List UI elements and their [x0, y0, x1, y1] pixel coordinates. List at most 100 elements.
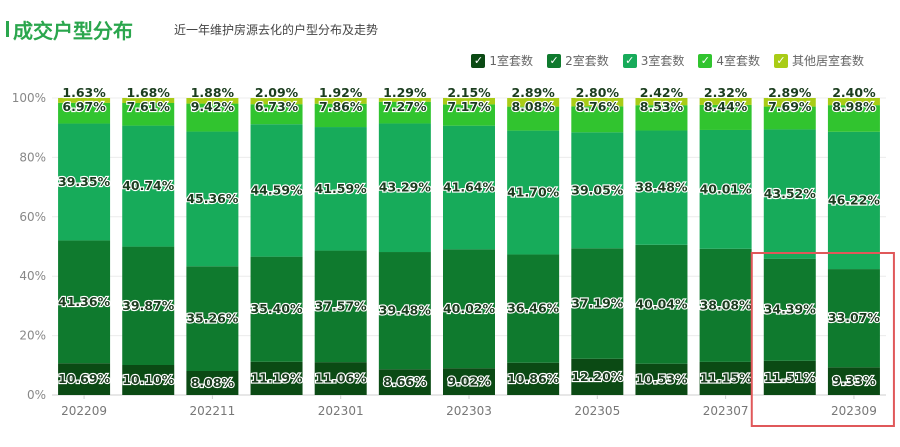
bar-segment [635, 98, 688, 106]
data-label: 1.68% [127, 85, 171, 100]
bar-segment [699, 98, 752, 105]
bar-segment [443, 368, 495, 395]
data-label: 2.80% [576, 85, 620, 100]
data-label: 37.57% [315, 298, 368, 313]
check-icon: ✓ [547, 53, 562, 68]
legend-item[interactable]: ✓ 3室套数 [622, 52, 684, 69]
legend-label: 其他居室套数 [791, 54, 864, 68]
check-icon: ✓ [471, 53, 486, 68]
bar-segment [827, 269, 880, 368]
data-label: 39.48% [379, 303, 432, 318]
data-label: 8.08% [511, 99, 555, 114]
data-label: 40.04% [635, 296, 688, 311]
data-label: 40.02% [443, 301, 496, 316]
data-label: 8.53% [640, 99, 684, 114]
data-label: 36.46% [507, 301, 560, 316]
data-label: 33.07% [828, 310, 881, 325]
title-accent-bar [6, 21, 9, 37]
data-label: 2.09% [255, 85, 299, 100]
bar-segment [250, 104, 303, 125]
legend-item[interactable]: ✓ 4室套数 [698, 52, 760, 69]
bar-segment [314, 362, 367, 395]
bar-segment [763, 360, 816, 395]
bar-segment [122, 365, 175, 395]
data-label: 40.74% [122, 178, 175, 193]
data-label: 2.89% [768, 85, 812, 100]
bar-segment [443, 249, 495, 369]
data-label: 39.87% [122, 298, 175, 313]
bar-segment [507, 362, 560, 395]
bar-segment [186, 98, 239, 104]
x-tick-label: 202211 [189, 404, 235, 418]
bar-segment [378, 101, 431, 124]
check-icon: ✓ [622, 53, 637, 68]
data-label: 40.01% [700, 181, 753, 196]
data-label: 10.86% [507, 371, 560, 386]
data-label: 35.40% [250, 301, 303, 316]
bar-segment [507, 130, 560, 255]
data-label: 9.02% [447, 374, 491, 389]
bar-segment [58, 240, 111, 364]
data-label: 10.53% [635, 371, 688, 386]
data-label: 41.36% [58, 294, 111, 309]
data-label: 2.42% [640, 85, 684, 100]
data-label: 2.40% [832, 85, 876, 100]
x-tick-label: 202209 [61, 404, 107, 418]
data-label: 11.19% [250, 370, 303, 385]
data-label: 46.22% [828, 192, 881, 207]
bar-segment [699, 104, 752, 130]
x-tick-label: 202305 [574, 404, 620, 418]
bar-segment [699, 361, 752, 395]
y-tick-label: 40% [19, 269, 46, 283]
bar-segment [250, 124, 303, 257]
bar-segment [827, 98, 880, 106]
bar-segment [763, 258, 816, 361]
x-tick-label: 202303 [446, 404, 492, 418]
bar-segment [378, 369, 431, 395]
data-label: 10.10% [122, 372, 175, 387]
bar-segment [699, 248, 752, 362]
data-label: 41.59% [315, 181, 368, 196]
bar-segment [250, 361, 303, 395]
data-label: 8.44% [704, 99, 748, 114]
y-tick-label: 100% [12, 91, 46, 105]
x-tick-label: 202309 [831, 404, 877, 418]
bar-segment [378, 98, 431, 102]
data-label: 41.70% [507, 185, 560, 200]
bar-segment [763, 106, 816, 130]
data-label: 8.98% [832, 99, 876, 114]
legend-item[interactable]: ✓ 其他居室套数 [773, 52, 864, 69]
data-label: 7.86% [319, 99, 363, 114]
legend-label: 4室套数 [716, 54, 760, 68]
bar-segment [571, 358, 624, 395]
data-label: 44.59% [250, 182, 303, 197]
legend-item[interactable]: ✓ 2室套数 [547, 52, 609, 69]
data-label: 7.69% [768, 99, 812, 114]
bar-segment [186, 266, 239, 372]
bar-segment [58, 363, 111, 395]
data-label: 1.63% [62, 85, 106, 100]
bar-segment [186, 371, 239, 395]
chart-subtitle: 近一年维护房源去化的户型分布及走势 [174, 23, 379, 37]
check-icon: ✓ [773, 53, 788, 68]
data-label: 43.29% [379, 180, 432, 195]
bar-segment [314, 250, 367, 363]
legend-item[interactable]: ✓ 1室套数 [471, 52, 533, 69]
y-tick-label: 80% [19, 150, 46, 164]
bar-segment [314, 103, 367, 128]
bar-segment [763, 129, 816, 259]
data-label: 7.17% [447, 99, 491, 114]
data-label: 6.73% [255, 99, 299, 114]
bar-segment [58, 123, 111, 241]
bar-segment [571, 106, 624, 133]
data-label: 37.19% [571, 296, 624, 311]
bar-segment [635, 363, 688, 395]
data-label: 11.15% [700, 370, 753, 385]
bar-segment [827, 131, 880, 270]
y-tick-label: 20% [19, 329, 46, 343]
data-label: 45.36% [186, 191, 239, 206]
data-label: 11.51% [764, 370, 817, 385]
bar-segment [571, 132, 624, 249]
data-label: 9.42% [191, 99, 235, 114]
data-label: 35.26% [186, 311, 239, 326]
